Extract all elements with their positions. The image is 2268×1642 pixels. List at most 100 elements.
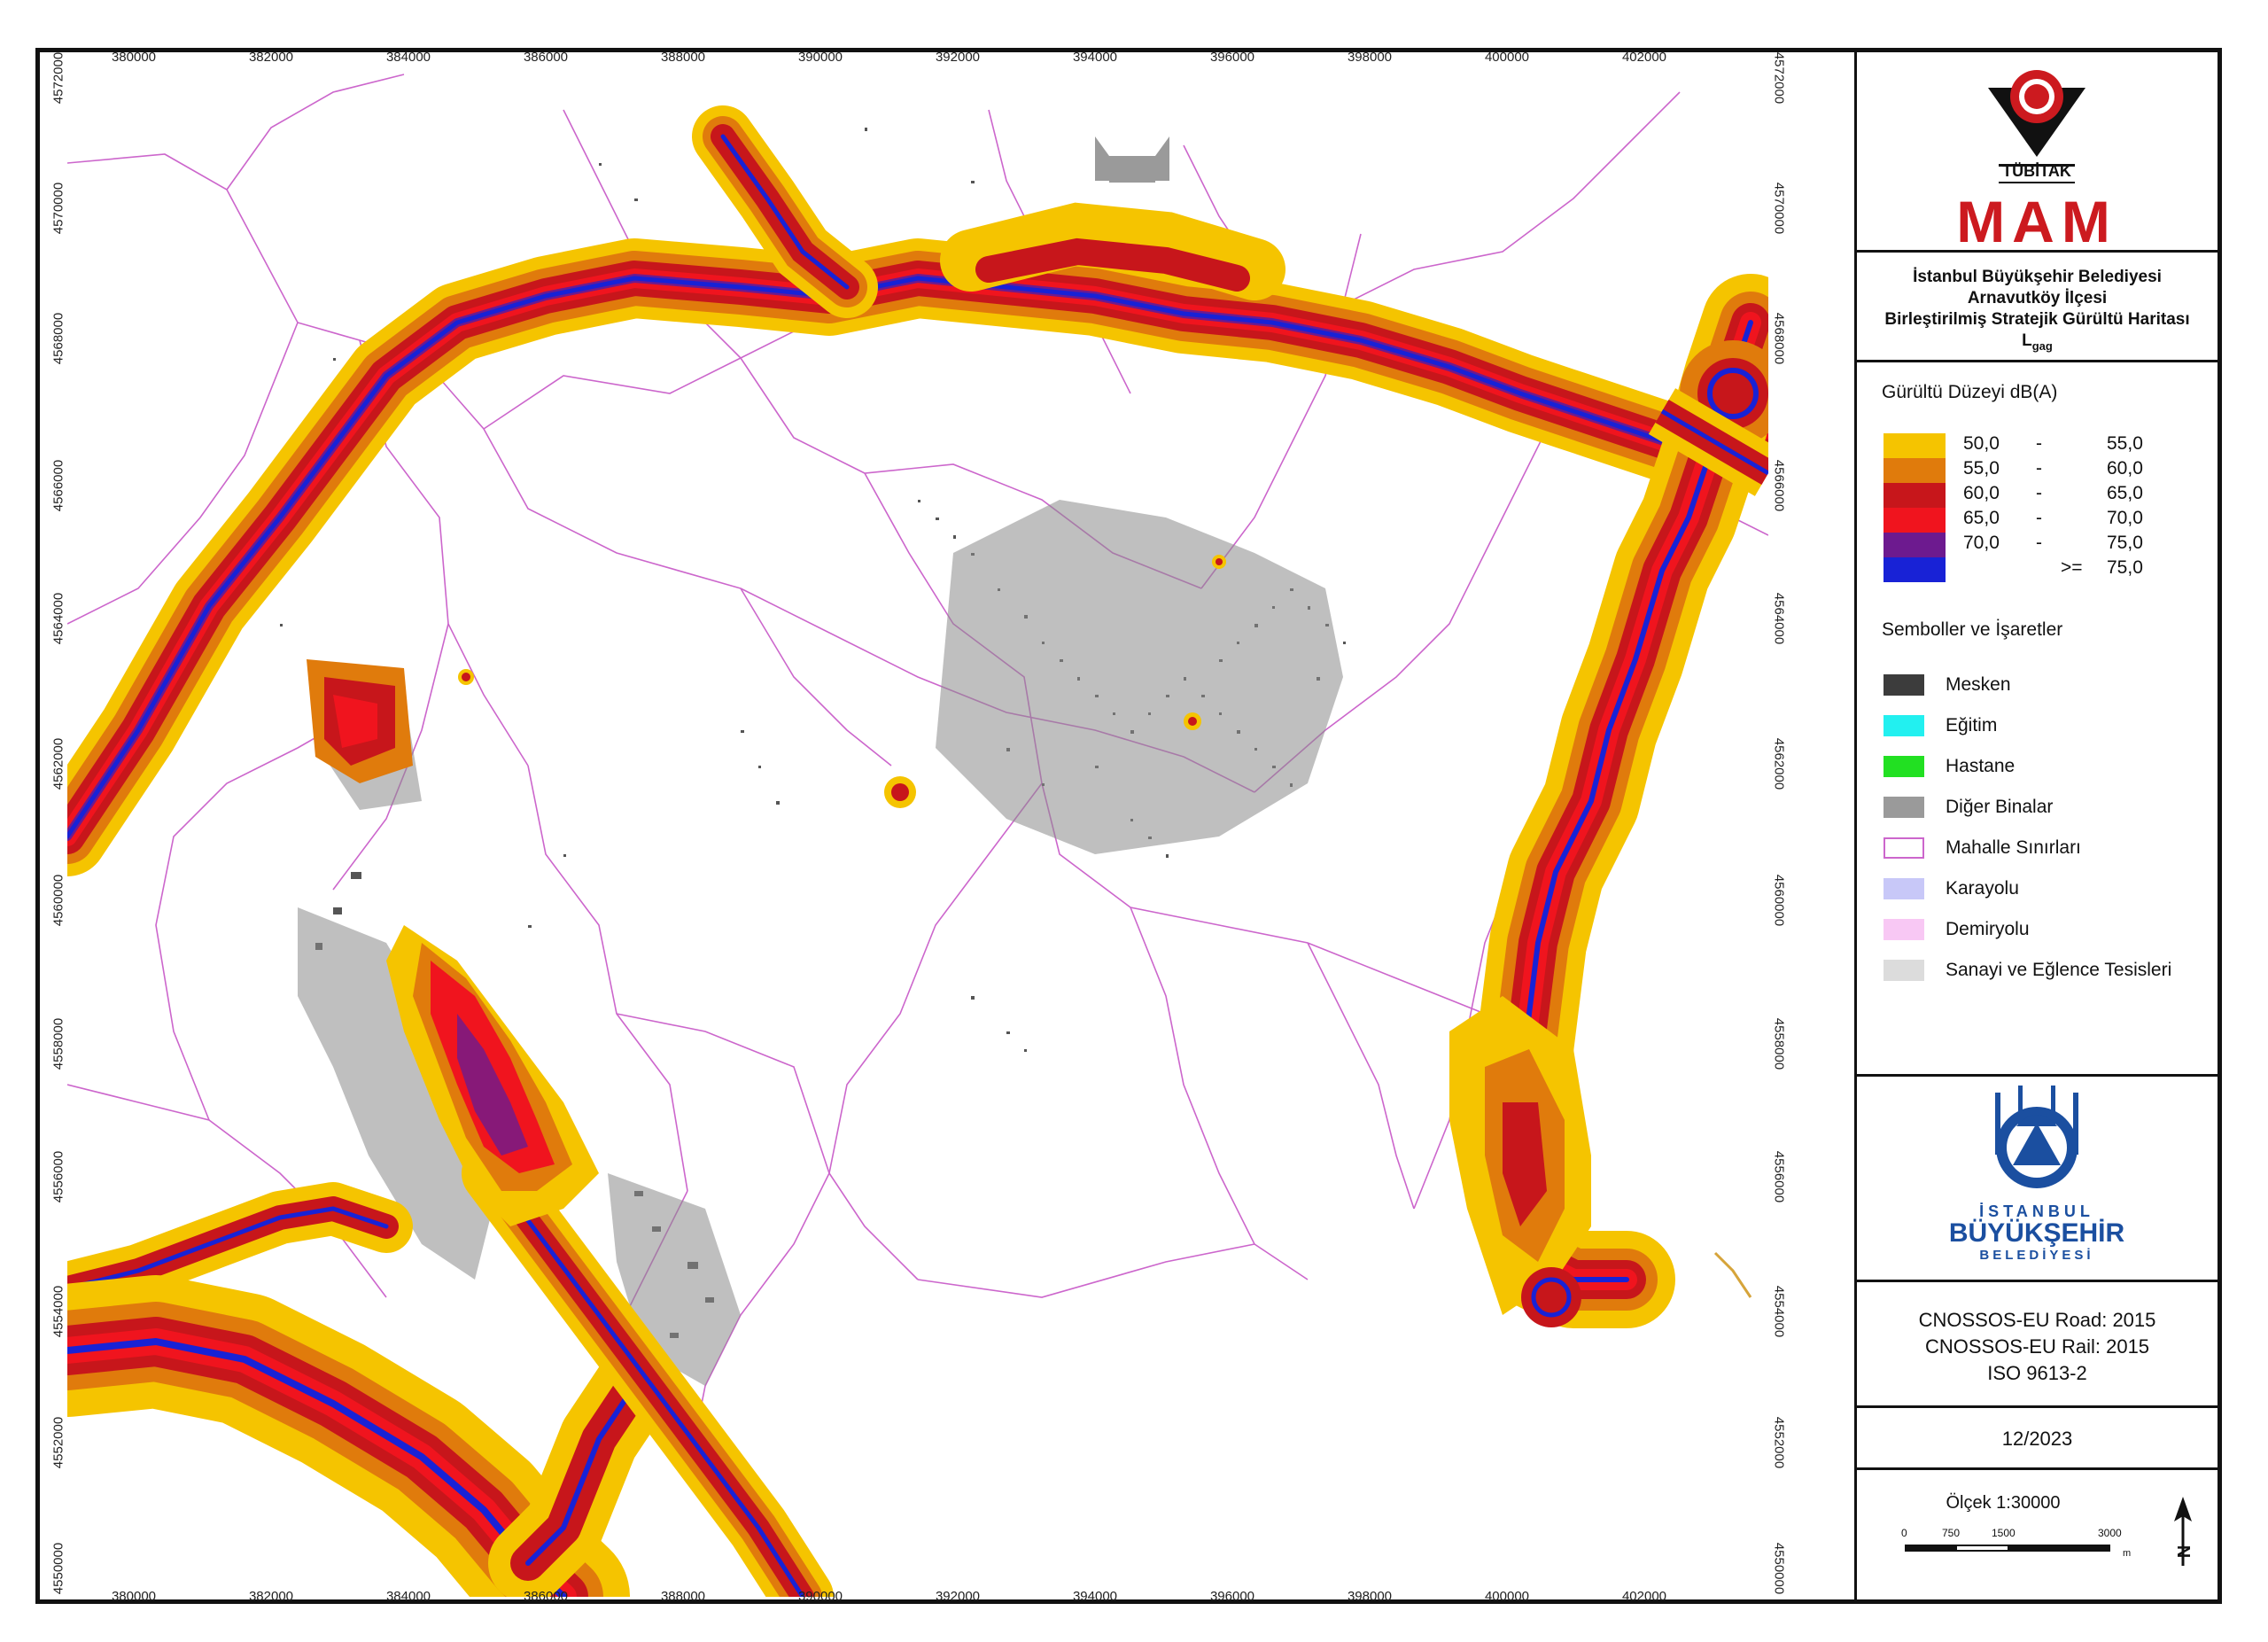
x-tick-label: 388000 [660,1589,706,1604]
noise-hotspots [458,555,1226,808]
y-tick-label: 4568000 [1771,312,1787,365]
legend-swatch [1884,458,1946,483]
indicator-sub: gag [2031,339,2053,353]
legend-item [1884,458,1946,483]
legend-item [1884,557,1946,582]
symbol-swatch [1884,878,1924,899]
map-date: 12/2023 [2001,1428,2073,1450]
settlement-areas [298,500,1343,1386]
indicator-main: L [2022,331,2032,350]
symbol-item: Hastane [1884,756,2015,777]
legend-from: 55,0 [1963,458,2000,479]
symbol-label: Karayolu [1946,878,2019,899]
legend-item [1884,433,1946,458]
x-tick-label: 390000 [797,50,843,65]
ibb-logo-section: İSTANBUL BÜYÜKŞEHİR BELEDİYESİ [1857,1077,2218,1282]
scale-label: Ölçek 1:30000 [1946,1493,2061,1513]
x-tick-label: 382000 [248,50,294,65]
noise-ne-interchange [1648,340,1768,496]
symbol-label: Sanayi ve Eğlence Tesisleri [1946,960,2172,980]
noise-se-area [1449,996,1752,1327]
y-tick-label: 4552000 [50,1416,66,1469]
legend-item [1884,483,1946,508]
y-tick-label: 4572000 [50,51,66,105]
legend-sep: - [2036,483,2042,503]
symbol-swatch [1884,674,1924,696]
x-tick-label: 382000 [248,1589,294,1604]
legend-to: 75,0 [2107,533,2143,553]
y-tick-label: 4552000 [1771,1416,1787,1469]
symbol-item: Karayolu [1884,878,2019,899]
symbol-item: Diğer Binalar [1884,797,2053,818]
noise-north-branch [692,105,878,318]
north-arrow-icon [2174,1497,2192,1521]
x-tick-label: 400000 [1484,1589,1530,1604]
y-tick-label: 4558000 [50,1017,66,1070]
legend-to: 55,0 [2107,433,2143,454]
y-tick-label: 4556000 [1771,1150,1787,1203]
scale-unit: m [2123,1548,2132,1559]
y-tick-label: 4570000 [50,182,66,235]
symbol-label: Eğitim [1946,715,1998,735]
legend-item [1884,533,1946,557]
noise-map[interactable] [67,57,1768,1597]
scale-tick-label: 0 [1901,1527,1907,1539]
noise-west-block [307,659,413,783]
symbol-swatch [1884,715,1924,736]
x-tick-label: 398000 [1347,50,1393,65]
symbol-label: Demiryolu [1946,919,2030,939]
x-tick-label: 388000 [660,50,706,65]
methods-section: CNOSSOS-EU Road: 2015 CNOSSOS-EU Rail: 2… [1857,1282,2218,1408]
scale-tick-label: 750 [1942,1527,1961,1539]
legend-from: 50,0 [1963,433,2000,454]
x-tick-label: 400000 [1484,50,1530,65]
legend-item [1884,508,1946,533]
noise-sw-highway [67,1142,834,1597]
y-tick-label: 4554000 [50,1285,66,1338]
symbol-item: Demiryolu [1884,919,2030,940]
x-tick-label: 380000 [111,50,157,65]
scale-section: Ölçek 1:30000 0 750 1500 3000 m N [1857,1470,2218,1599]
symbols-heading: Semboller ve İşaretler [1882,619,2063,640]
legend-to: 75,0 [2107,557,2143,578]
title-municipality: İstanbul Büyükşehir Belediyesi [1913,268,2162,286]
north-structure [1095,136,1169,183]
legend-swatch [1884,483,1946,508]
x-tick-label: 398000 [1347,1589,1393,1604]
method-rail: CNOSSOS-EU Rail: 2015 [1924,1335,2150,1358]
x-tick-label: 402000 [1621,1589,1667,1604]
x-tick-label: 394000 [1072,50,1118,65]
legend-from: 70,0 [1963,533,2000,553]
legend-sep: - [2036,458,2042,479]
symbol-swatch [1884,756,1924,777]
legend-from: 60,0 [1963,483,2000,503]
north-label: N [2173,1545,2193,1558]
noise-north-wide [940,202,1285,300]
y-tick-label: 4554000 [1771,1285,1787,1338]
legend-sep: - [2036,508,2042,528]
x-tick-label: 384000 [385,1589,431,1604]
symbol-label: Mesken [1946,674,2011,695]
scale-tick-label: 1500 [1992,1527,2016,1539]
scale-tick-label: 3000 [2098,1527,2122,1539]
x-tick-label: 380000 [111,1589,157,1604]
north-arrow: N [2173,1497,2193,1566]
scale-bar [1905,1545,2110,1552]
legend-sep: >= [2061,557,2083,578]
symbol-item: Sanayi ve Eğlence Tesisleri [1884,960,2171,981]
y-tick-label: 4572000 [1771,51,1787,105]
legend-to: 65,0 [2107,483,2143,503]
method-road: CNOSSOS-EU Road: 2015 [1918,1309,2156,1331]
symbol-label: Mahalle Sınırları [1946,837,2081,858]
title-map-name: Birleştirilmiş Stratejik Gürültü Haritas… [1884,310,2190,329]
x-tick-label: 384000 [385,50,431,65]
symbol-item: Mahalle Sınırları [1884,837,2081,859]
x-tick-label: 386000 [523,1589,569,1604]
x-tick-label: 396000 [1209,50,1255,65]
y-tick-label: 4556000 [50,1150,66,1203]
title-district: Arnavutköy İlçesi [1967,289,2108,307]
map-title-section: İstanbul Büyükşehir Belediyesi Arnavutkö… [1857,253,2218,362]
symbol-item: Mesken [1884,674,2011,696]
x-tick-label: 386000 [523,50,569,65]
ibb-wordmark-line3: BELEDİYESİ [1979,1248,2093,1263]
